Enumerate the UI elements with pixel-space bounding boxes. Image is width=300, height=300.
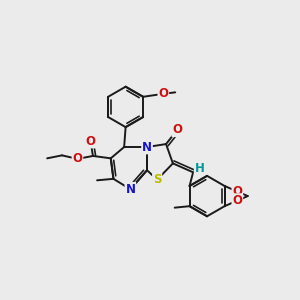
Text: N: N — [142, 140, 152, 154]
Text: H: H — [195, 162, 205, 175]
Text: O: O — [158, 87, 168, 100]
Text: N: N — [125, 183, 135, 196]
Text: O: O — [73, 152, 82, 165]
Text: O: O — [232, 185, 242, 198]
Text: S: S — [153, 173, 161, 186]
Text: O: O — [85, 135, 96, 148]
Text: O: O — [232, 194, 242, 207]
Text: O: O — [172, 123, 182, 136]
